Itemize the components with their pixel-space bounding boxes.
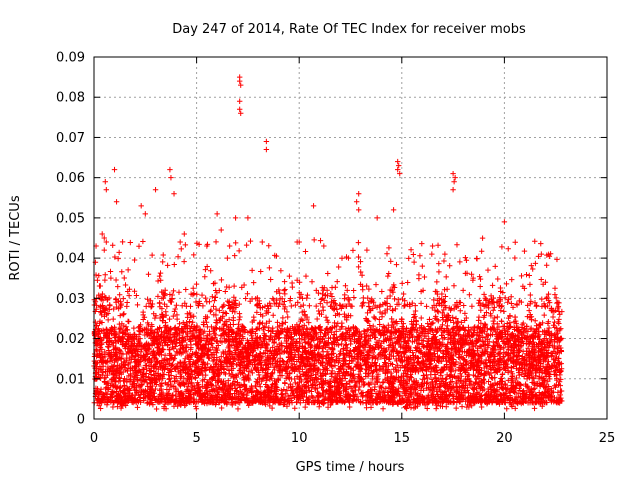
data-point: [320, 384, 325, 389]
data-point: [284, 309, 289, 314]
data-point: [507, 320, 512, 325]
data-point: [344, 342, 349, 347]
data-point: [532, 318, 537, 323]
data-point: [171, 313, 176, 318]
data-point: [478, 308, 483, 313]
data-point: [505, 300, 510, 305]
data-point: [334, 307, 339, 312]
data-point: [552, 286, 557, 291]
data-point: [558, 377, 563, 382]
data-point: [224, 311, 229, 316]
data-point: [556, 309, 561, 314]
data-point: [121, 296, 126, 301]
data-point: [504, 281, 509, 286]
data-point: [316, 308, 321, 313]
data-point: [361, 328, 366, 333]
data-point: [280, 315, 285, 320]
data-points: [91, 74, 564, 411]
data-point: [542, 312, 547, 317]
data-point: [415, 360, 420, 365]
data-point: [131, 325, 136, 330]
data-point: [98, 283, 103, 288]
data-point: [559, 388, 564, 393]
data-point: [173, 306, 178, 311]
data-point: [462, 311, 467, 316]
data-point: [232, 309, 237, 314]
data-point: [121, 312, 126, 317]
data-point: [117, 292, 122, 297]
data-point: [256, 372, 261, 377]
data-point: [371, 323, 376, 328]
data-point: [318, 301, 323, 306]
data-point: [557, 372, 562, 377]
data-point: [105, 317, 110, 322]
data-point: [292, 376, 297, 381]
chart-title: Day 247 of 2014, Rate Of TEC Index for r…: [172, 22, 526, 37]
data-point: [421, 373, 426, 378]
data-point: [172, 309, 177, 314]
data-point: [111, 316, 116, 321]
data-point: [282, 288, 287, 293]
data-point: [550, 314, 555, 319]
data-point: [208, 382, 213, 387]
data-point: [429, 321, 434, 326]
data-point: [517, 372, 522, 377]
data-point: [495, 314, 500, 319]
data-point: [236, 317, 241, 322]
data-point: [501, 309, 506, 314]
data-point: [546, 359, 551, 364]
data-point: [526, 308, 531, 313]
data-point: [425, 380, 430, 385]
data-point: [377, 317, 382, 322]
data-point: [279, 388, 284, 393]
